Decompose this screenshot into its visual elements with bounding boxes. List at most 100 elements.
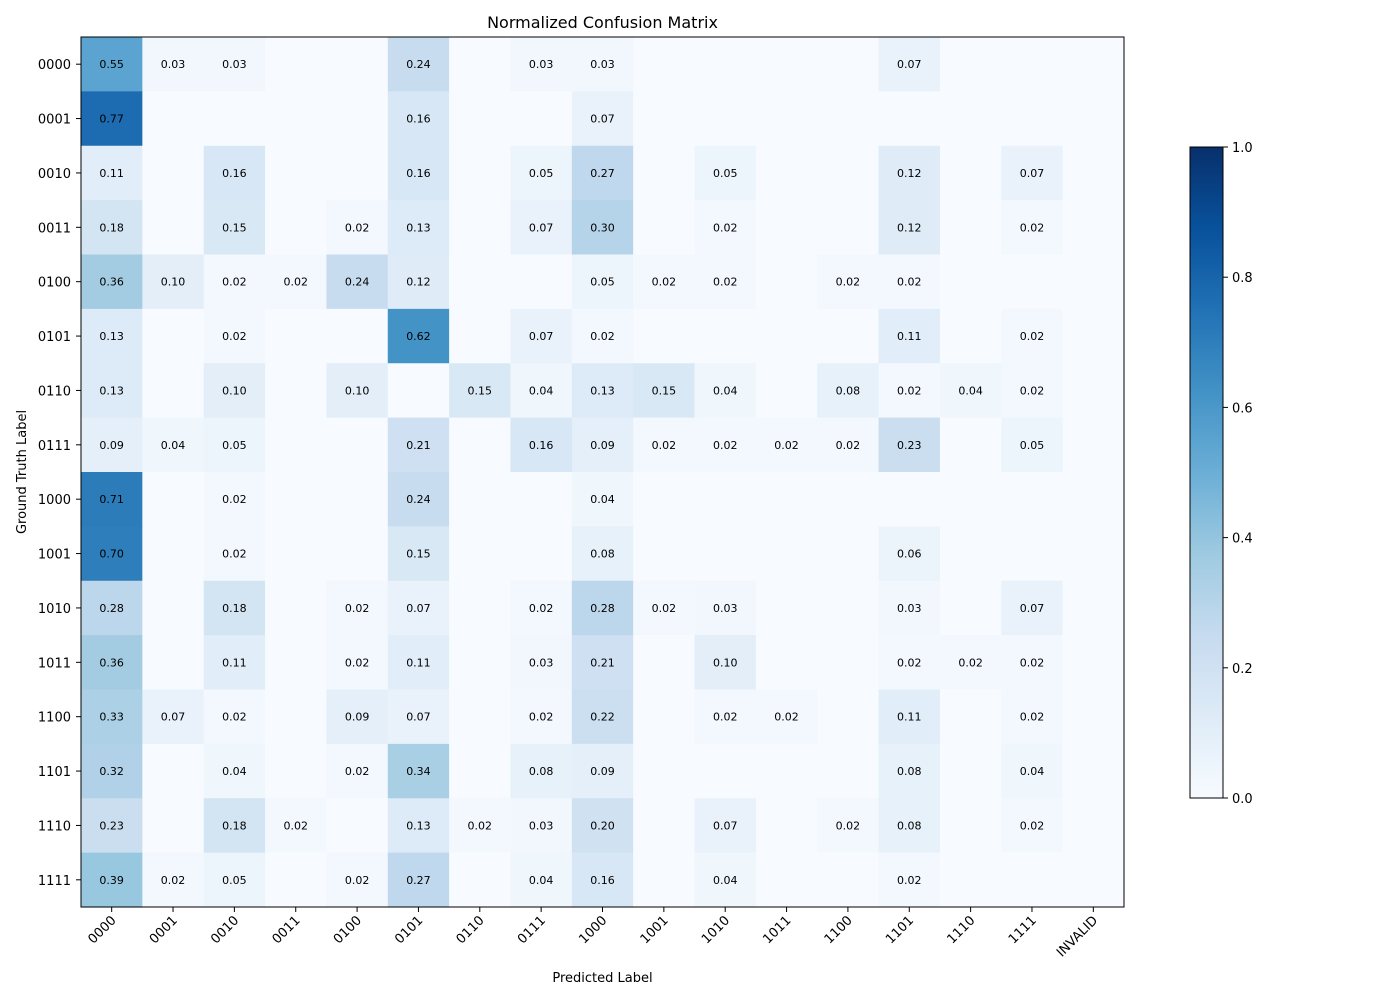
heatmap-cell (755, 200, 818, 256)
heatmap-cell (387, 798, 450, 854)
colorbar-tick-label: 0.0 (1232, 792, 1253, 807)
cell-value-label: 0.13 (99, 384, 124, 397)
heatmap-cell (939, 417, 1002, 473)
heatmap-cell (817, 689, 880, 745)
heatmap-cell (449, 580, 512, 636)
heatmap-cell (81, 580, 143, 636)
cell-value-label: 0.02 (897, 276, 922, 289)
heatmap-cell (142, 254, 205, 310)
heatmap-cell (817, 37, 880, 92)
heatmap-cell (939, 37, 1002, 92)
cell-value-label: 0.02 (590, 330, 615, 343)
y-tick-label: 1100 (38, 711, 71, 726)
cell-value-label: 0.10 (713, 656, 738, 669)
heatmap-cell (449, 91, 512, 147)
x-tick-label: 1010 (699, 913, 733, 947)
heatmap-cell (1001, 254, 1064, 310)
heatmap-cell (265, 580, 328, 636)
heatmap-cell (326, 526, 389, 582)
heatmap-cell (633, 254, 696, 310)
heatmap-cell (571, 689, 634, 745)
x-tick-label: 1101 (883, 913, 917, 947)
cell-value-label: 0.05 (590, 276, 615, 289)
cell-value-label: 0.08 (836, 384, 861, 397)
cell-value-label: 0.07 (529, 221, 554, 234)
heatmap-cell (755, 308, 818, 364)
cell-value-label: 0.04 (222, 765, 247, 778)
heatmap-cell (755, 689, 818, 745)
heatmap-cell (939, 743, 1002, 799)
heatmap-cell (817, 635, 880, 691)
heatmap-cell (939, 526, 1002, 582)
heatmap-cell (1062, 689, 1125, 745)
heatmap-cell (878, 526, 941, 582)
heatmap-cell (694, 472, 757, 527)
heatmap-cell (817, 363, 880, 419)
colorbar-ticks: 0.0 0.2 0.4 0.6 0.8 1.0 (1223, 141, 1253, 807)
heatmap-cell (510, 200, 573, 256)
heatmap-cell (817, 526, 880, 582)
heatmap-cell (571, 852, 634, 908)
cell-value-label: 0.02 (529, 602, 554, 615)
cell-value-label: 0.04 (529, 384, 554, 397)
cell-value-label: 0.02 (713, 276, 738, 289)
heatmap-cell (265, 472, 328, 527)
cell-value-label: 0.02 (897, 384, 922, 397)
cell-value-label: 0.13 (406, 221, 431, 234)
cell-value-label: 0.71 (99, 493, 124, 506)
cell-value-label: 0.70 (99, 548, 124, 561)
heatmap-cell (142, 363, 205, 419)
heatmap-cell (571, 200, 634, 256)
cell-value-label: 0.28 (99, 602, 124, 615)
heatmap-cell (1001, 580, 1064, 636)
cell-value-label: 0.09 (345, 711, 370, 724)
heatmap-cell (81, 635, 143, 691)
cell-value-label: 0.12 (897, 167, 922, 180)
heatmap-cell (326, 689, 389, 745)
heatmap-cell (633, 472, 696, 527)
cell-value-label: 0.07 (590, 113, 615, 126)
x-tick-label: 0111 (515, 913, 549, 947)
heatmap-cell (265, 635, 328, 691)
cell-value-label: 0.02 (222, 330, 247, 343)
cell-value-label: 0.04 (1020, 765, 1045, 778)
heatmap-cell (510, 852, 573, 908)
y-tick-label: 1110 (38, 819, 71, 834)
heatmap-cell (878, 743, 941, 799)
heatmap-cell (387, 852, 450, 908)
cell-value-label: 0.02 (345, 602, 370, 615)
x-tick-label: 0001 (147, 913, 181, 947)
colorbar-tick-label: 0.2 (1232, 662, 1253, 677)
cell-value-label: 0.02 (652, 602, 677, 615)
heatmap-cell (203, 417, 266, 473)
colorbar-tick-label: 1.0 (1232, 141, 1253, 156)
cell-value-label: 0.08 (897, 765, 922, 778)
heatmap-cell (571, 580, 634, 636)
heatmap-cell (939, 580, 1002, 636)
x-tick-label: 1001 (638, 913, 672, 947)
cell-value-label: 0.34 (406, 765, 431, 778)
heatmap-cell (1001, 308, 1064, 364)
heatmap-cell (878, 852, 941, 908)
heatmap-cell (817, 472, 880, 527)
heatmap-cell (633, 798, 696, 854)
heatmap-cell (510, 37, 573, 92)
heatmap-cell (1062, 526, 1125, 582)
heatmap-cell (142, 689, 205, 745)
heatmap-cell (755, 472, 818, 527)
cell-value-label: 0.02 (283, 819, 308, 832)
cell-value-label: 0.03 (713, 602, 738, 615)
cell-value-label: 0.18 (222, 602, 247, 615)
heatmap-cell (265, 145, 328, 201)
heatmap-cell (571, 743, 634, 799)
y-axis-ticks: 0000 0001 0010 0011 0100 0101 0110 0111 1000 1001… (38, 58, 81, 889)
heatmap-cell (571, 37, 634, 92)
heatmap-cell (1001, 363, 1064, 419)
cell-value-label: 0.13 (406, 819, 431, 832)
cell-value-label: 0.22 (590, 711, 615, 724)
heatmap-cell (633, 743, 696, 799)
heatmap-cell (510, 526, 573, 582)
heatmap-cell (203, 145, 266, 201)
heatmap-cell (203, 580, 266, 636)
heatmap-cell (1062, 417, 1125, 473)
